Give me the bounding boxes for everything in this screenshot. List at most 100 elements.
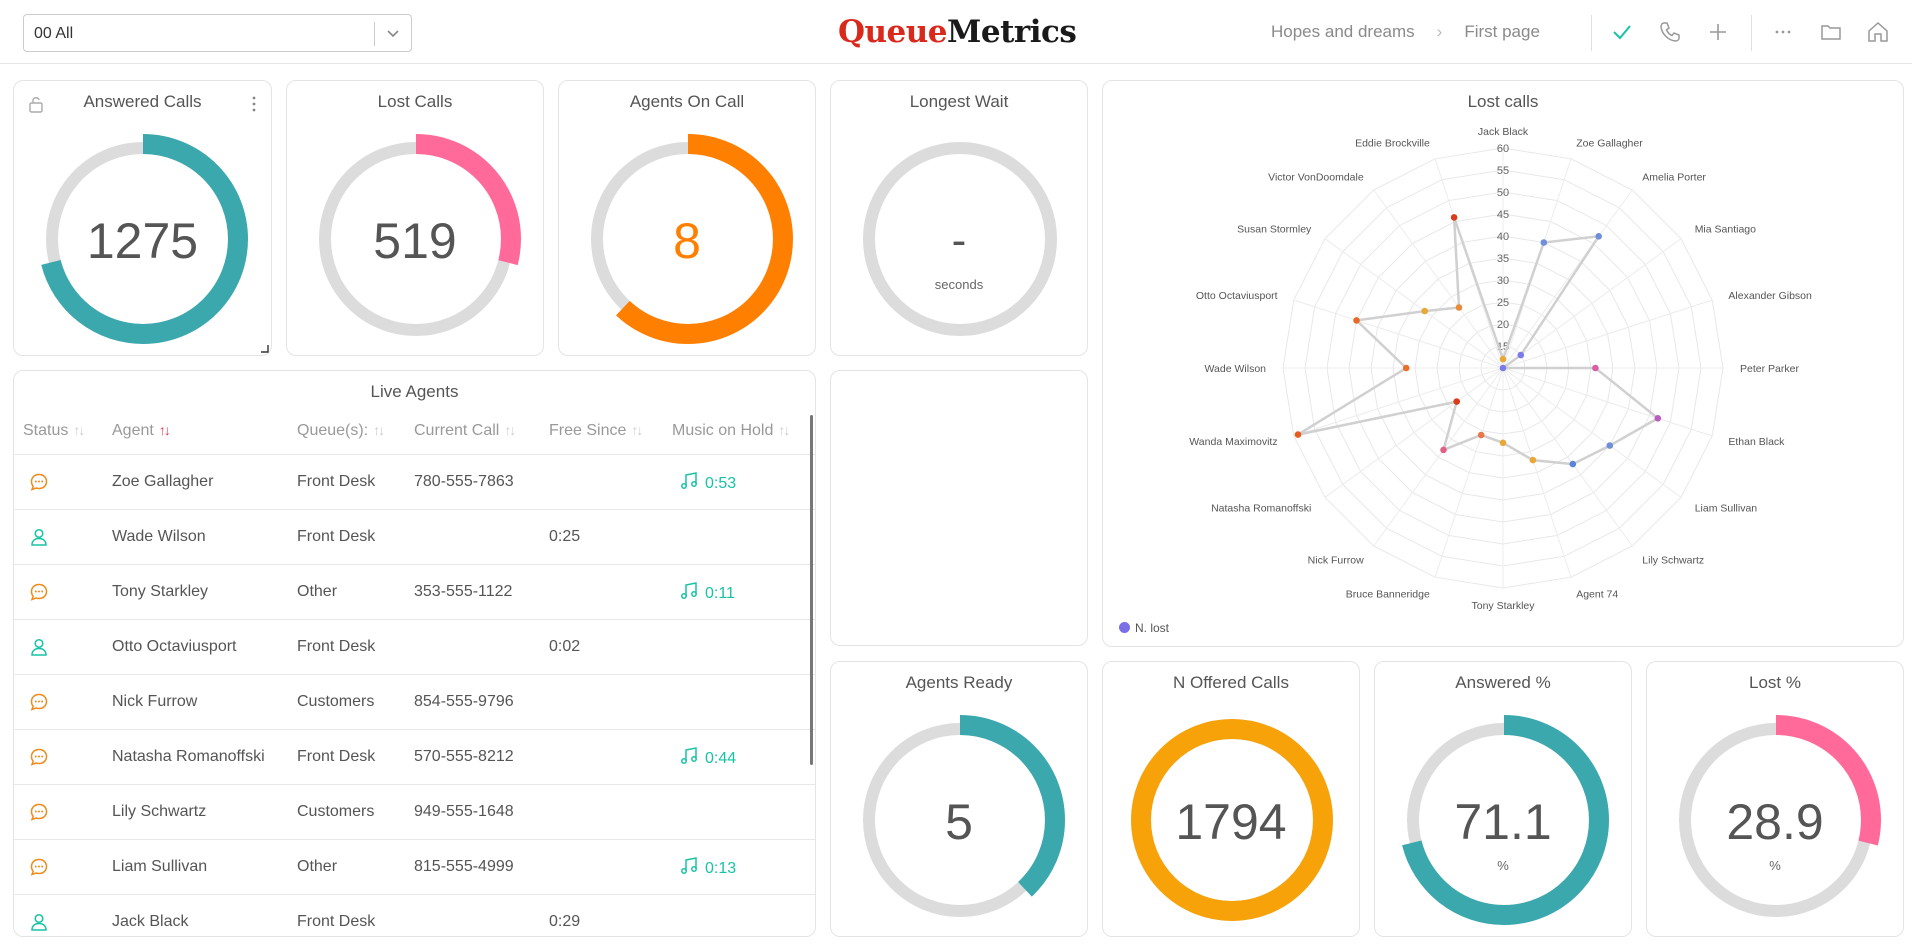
offered-calls-card: N Offered Calls 1794 bbox=[1102, 661, 1360, 937]
queue-select[interactable]: 00 All bbox=[23, 14, 412, 52]
agent-name: Wade Wilson bbox=[112, 528, 206, 545]
card-title: Live Agents bbox=[370, 382, 459, 401]
data-point bbox=[1440, 446, 1447, 454]
table-row[interactable]: Nick Furrow Customers 854-555-9796 bbox=[14, 674, 815, 729]
card-title: Answered Calls bbox=[83, 92, 202, 111]
data-point bbox=[1477, 431, 1485, 439]
category-label: Jack Black bbox=[1478, 126, 1529, 138]
breadcrumb-item-first-page[interactable]: First page bbox=[1464, 22, 1540, 41]
sort-icon: ↑↓ bbox=[631, 422, 643, 438]
data-point bbox=[1499, 355, 1507, 363]
column-header-agent[interactable]: Agent ↑↓ bbox=[112, 422, 171, 439]
queue-select-value: 00 All bbox=[34, 25, 74, 42]
current-call: 949-555-1648 bbox=[414, 803, 514, 820]
grid-spoke bbox=[1324, 367, 1504, 498]
agent-name: Liam Sullivan bbox=[112, 858, 208, 875]
check-icon[interactable] bbox=[1610, 20, 1634, 44]
tick-label: 45 bbox=[1497, 209, 1509, 221]
data-point bbox=[1529, 456, 1537, 464]
table-row[interactable]: Natasha Romanoffski Front Desk 570-555-821… bbox=[14, 729, 815, 784]
music-on-hold: 0:13 bbox=[679, 856, 736, 878]
user-icon bbox=[29, 912, 49, 936]
data-point bbox=[1517, 351, 1525, 359]
data-point bbox=[1421, 307, 1428, 315]
gauge-unit: seconds bbox=[934, 277, 984, 292]
current-call: 815-555-4999 bbox=[414, 858, 514, 875]
column-header-queues[interactable]: Queue(s): ↑↓ bbox=[297, 422, 385, 439]
unlock-icon[interactable] bbox=[28, 95, 44, 113]
tick-label: 55 bbox=[1497, 165, 1509, 177]
column-header-current-call[interactable]: Current Call ↑↓ bbox=[414, 422, 516, 439]
phone-icon[interactable] bbox=[1658, 20, 1682, 44]
category-label: Natasha Romanoffski bbox=[1211, 502, 1311, 514]
plus-icon[interactable] bbox=[1706, 20, 1730, 44]
gauge-value: 519 bbox=[373, 213, 457, 269]
table-row[interactable]: Tony Starkley Other 353-555-1122 0:11 bbox=[14, 564, 815, 619]
queue-name: Other bbox=[297, 583, 338, 600]
music-note-icon bbox=[681, 857, 697, 874]
table-row[interactable]: Otto Octaviusport Front Desk 0:02 bbox=[14, 619, 815, 674]
table-row[interactable]: Liam Sullivan Other 815-555-4999 0:13 bbox=[14, 839, 815, 894]
table-row[interactable]: Jack Black Front Desk 0:29 bbox=[14, 894, 815, 936]
kebab-menu-icon[interactable] bbox=[251, 95, 257, 113]
grid-spoke bbox=[1293, 367, 1504, 437]
gauge-fill bbox=[583, 134, 793, 344]
grid-spoke bbox=[1502, 367, 1682, 498]
lost-calls-card: Lost Calls 519 bbox=[286, 80, 544, 356]
data-point bbox=[1453, 398, 1460, 405]
legend-swatch bbox=[1119, 622, 1130, 633]
gauge-value: 28.9 bbox=[1726, 794, 1824, 850]
chevron-down-icon[interactable] bbox=[385, 27, 401, 41]
category-label: Mia Santiago bbox=[1695, 224, 1756, 236]
breadcrumb-item-hopes[interactable]: Hopes and dreams bbox=[1271, 22, 1415, 41]
queue-name: Front Desk bbox=[297, 638, 376, 655]
category-label: Lily Schwartz bbox=[1642, 555, 1704, 567]
lost-pct-gauge bbox=[1671, 715, 1881, 925]
sort-icon: ↑↓ bbox=[504, 422, 516, 438]
longest-wait-card: Longest Wait - seconds bbox=[830, 80, 1088, 356]
table-row[interactable]: Wade Wilson Front Desk 0:25 bbox=[14, 509, 815, 564]
agent-name: Jack Black bbox=[112, 913, 189, 930]
column-header-free-since[interactable]: Free Since ↑↓ bbox=[549, 422, 643, 439]
free-since: 0:25 bbox=[549, 528, 581, 545]
free-since: 0:02 bbox=[549, 638, 581, 655]
empty-card bbox=[830, 370, 1088, 646]
agent-name: Nick Furrow bbox=[112, 693, 198, 710]
sort-icon: ↑↓ bbox=[158, 422, 171, 438]
current-call: 570-555-8212 bbox=[414, 748, 514, 765]
table-row[interactable]: Lily Schwartz Customers 949-555-1648 bbox=[14, 784, 815, 839]
category-label: Tony Starkley bbox=[1471, 600, 1535, 612]
more-icon[interactable] bbox=[1771, 20, 1795, 44]
table-row[interactable]: Zoe Gallagher Front Desk 780-555-7863 0:53 bbox=[14, 454, 815, 509]
grid-spoke bbox=[1502, 189, 1633, 369]
queue-name: Front Desk bbox=[297, 913, 376, 930]
resize-handle-icon[interactable] bbox=[260, 344, 269, 353]
column-header-status[interactable]: Status ↑↓ bbox=[23, 422, 85, 439]
answered-pct-gauge bbox=[1399, 715, 1609, 925]
live-agents-card: Live Agents Status ↑↓ Agent ↑↓ Queue(s): ↑↓… bbox=[13, 370, 816, 937]
chat-bubble-icon bbox=[29, 582, 49, 607]
toolbar-divider bbox=[1751, 15, 1752, 51]
queue-name: Customers bbox=[297, 693, 375, 710]
home-icon[interactable] bbox=[1866, 20, 1890, 44]
data-point bbox=[1606, 442, 1614, 449]
tick-label: 50 bbox=[1497, 187, 1509, 199]
queue-name: Other bbox=[297, 858, 338, 875]
category-label: Bruce Banneridge bbox=[1346, 588, 1430, 600]
answered-pct-card: Answered % 71.1 % bbox=[1374, 661, 1632, 937]
agent-name: Otto Octaviusport bbox=[112, 638, 237, 655]
chart-title: Lost calls bbox=[1467, 92, 1539, 111]
column-header-music-on-hold[interactable]: Music on Hold ↑↓ bbox=[672, 422, 790, 439]
chat-bubble-icon bbox=[29, 472, 49, 497]
category-label: Otto Octaviusport bbox=[1196, 290, 1278, 302]
gauge-value: 1275 bbox=[86, 213, 199, 269]
agent-name: Zoe Gallagher bbox=[112, 473, 214, 490]
folder-icon[interactable] bbox=[1819, 20, 1843, 44]
scrollbar[interactable] bbox=[810, 415, 813, 765]
chart-legend[interactable]: N. lost bbox=[1119, 621, 1169, 635]
grid-spoke bbox=[1502, 367, 1633, 547]
gauge-value: - bbox=[951, 216, 967, 265]
agents-on-call-card: Agents On Call 8 bbox=[558, 80, 816, 356]
lost-pct-card: Lost % 28.9 % bbox=[1646, 661, 1904, 937]
